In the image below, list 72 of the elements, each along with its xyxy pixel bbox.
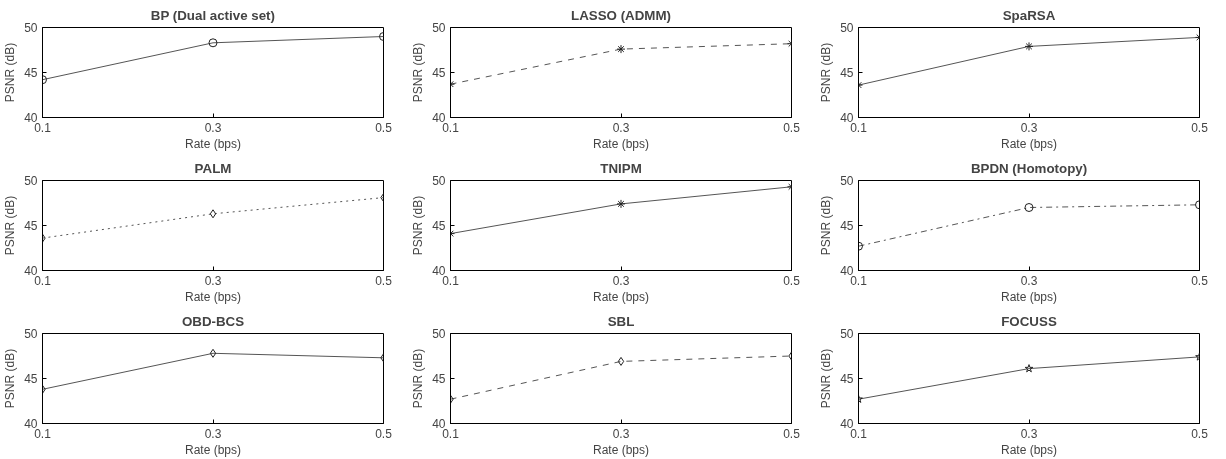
x-tick-label: 0.3	[1020, 120, 1038, 135]
chart-title: PALM	[194, 160, 232, 176]
chart-title: LASSO (ADMM)	[571, 7, 671, 23]
y-axis-title: PSNR (dB)	[819, 195, 834, 256]
x-tick-label: 0.3	[1020, 273, 1038, 288]
y-tick-label: 45	[432, 372, 446, 386]
y-axis-title: PSNR (dB)	[3, 195, 18, 256]
x-tick-label: 0.3	[204, 120, 222, 135]
y-tick-label: 40	[840, 111, 854, 125]
x-tick-label: 0.5	[783, 426, 801, 441]
y-tick-label: 45	[840, 219, 854, 233]
x-tick-label: 0.3	[612, 426, 630, 441]
x-axis-title: Rate (bps)	[1000, 442, 1058, 457]
x-tick-label: 0.5	[1191, 120, 1209, 135]
y-tick-label: 50	[840, 174, 854, 188]
x-axis-title: Rate (bps)	[184, 442, 242, 457]
y-tick-label: 45	[840, 372, 854, 386]
y-tick-label: 45	[24, 372, 38, 386]
y-tick-label: 40	[24, 111, 38, 125]
chart-title: BPDN (Homotopy)	[970, 160, 1088, 176]
y-tick-label: 50	[432, 327, 446, 341]
x-tick-label: 0.3	[204, 426, 222, 441]
y-tick-label: 45	[432, 219, 446, 233]
chart-title: SpaRSA	[1002, 7, 1056, 23]
y-tick-label: 45	[24, 66, 38, 80]
y-tick-label: 50	[840, 327, 854, 341]
y-axis-title: PSNR (dB)	[819, 348, 834, 409]
y-tick-label: 50	[24, 21, 38, 35]
y-tick-label: 40	[24, 417, 38, 431]
x-tick-label: 0.3	[204, 273, 222, 288]
y-axis-title: PSNR (dB)	[819, 42, 834, 103]
x-axis-title: Rate (bps)	[1000, 136, 1058, 151]
y-tick-label: 40	[24, 264, 38, 278]
y-tick-label: 40	[840, 264, 854, 278]
x-tick-label: 0.5	[375, 120, 393, 135]
x-tick-label: 0.5	[375, 426, 393, 441]
x-tick-label: 0.3	[612, 120, 630, 135]
x-tick-label: 0.5	[783, 120, 801, 135]
x-axis-title: Rate (bps)	[592, 136, 650, 151]
x-axis-title: Rate (bps)	[592, 289, 650, 304]
chart-title: SBL	[607, 313, 635, 329]
y-tick-label: 50	[432, 174, 446, 188]
x-axis-title: Rate (bps)	[184, 289, 242, 304]
x-tick-label: 0.5	[375, 273, 393, 288]
chart-title: FOCUSS	[1001, 313, 1057, 329]
x-axis-title: Rate (bps)	[184, 136, 242, 151]
y-tick-label: 45	[432, 66, 446, 80]
y-tick-label: 40	[840, 417, 854, 431]
x-tick-label: 0.5	[1191, 426, 1209, 441]
y-axis-title: PSNR (dB)	[411, 42, 426, 103]
y-tick-label: 40	[432, 417, 446, 431]
y-tick-label: 40	[432, 111, 446, 125]
x-tick-label: 0.5	[1191, 273, 1209, 288]
y-tick-label: 50	[840, 21, 854, 35]
chart-title: TNIPM	[600, 160, 642, 176]
y-tick-label: 45	[24, 219, 38, 233]
x-tick-label: 0.3	[612, 273, 630, 288]
x-tick-label: 0.5	[783, 273, 801, 288]
chart-title: OBD-BCS	[181, 313, 245, 329]
chart-title: BP (Dual active set)	[150, 7, 275, 23]
y-tick-label: 50	[432, 21, 446, 35]
y-tick-label: 50	[24, 174, 38, 188]
x-axis-title: Rate (bps)	[1000, 289, 1058, 304]
x-axis-title: Rate (bps)	[592, 442, 650, 457]
y-axis-title: PSNR (dB)	[3, 348, 18, 409]
x-tick-label: 0.3	[1020, 426, 1038, 441]
y-tick-label: 50	[24, 327, 38, 341]
y-axis-title: PSNR (dB)	[3, 42, 18, 103]
y-axis-title: PSNR (dB)	[411, 348, 426, 409]
y-tick-label: 45	[840, 66, 854, 80]
y-tick-label: 40	[432, 264, 446, 278]
y-axis-title: PSNR (dB)	[411, 195, 426, 256]
